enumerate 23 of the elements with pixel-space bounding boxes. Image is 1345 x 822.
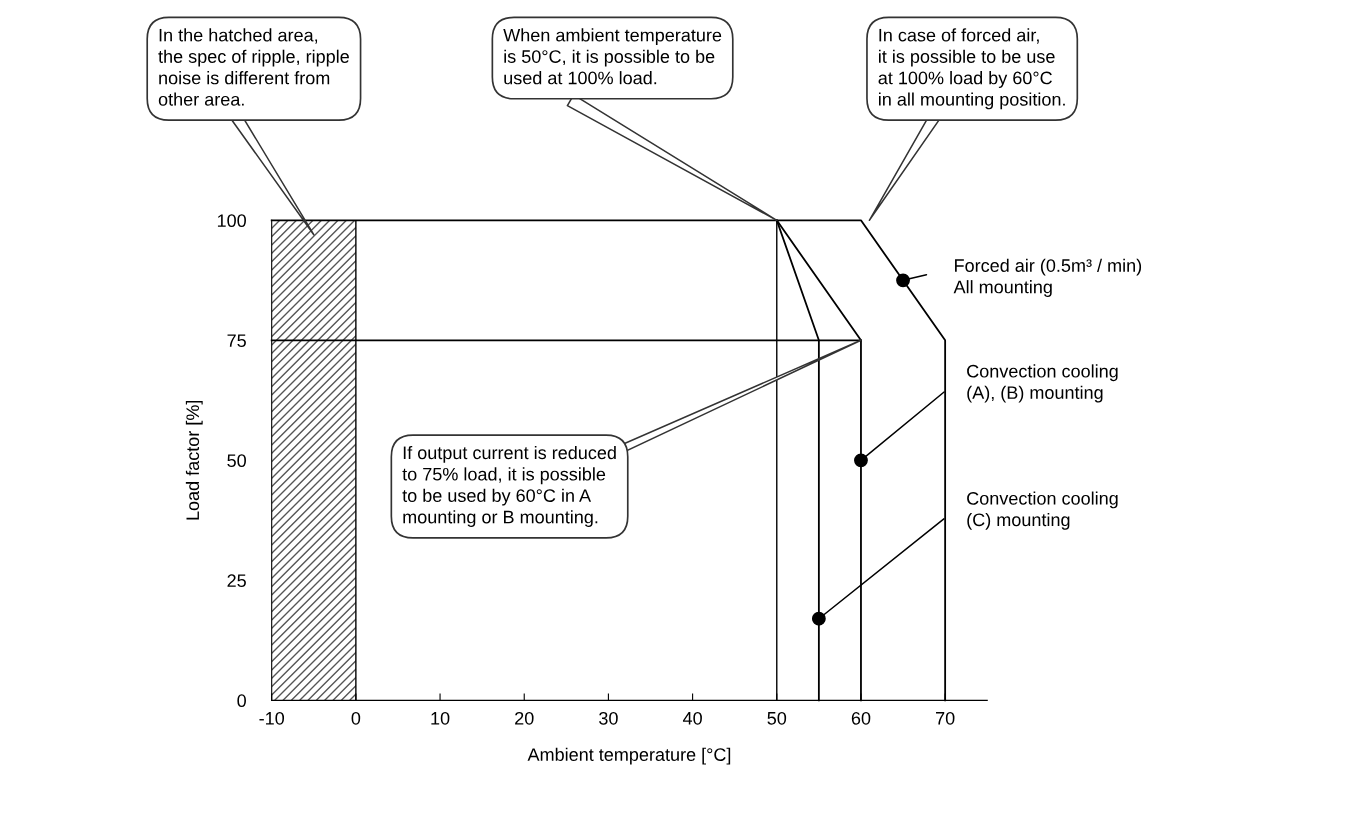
y-tick-label: 50 [227,454,246,468]
y-tick-label: 0 [237,694,246,708]
x-tick-label: 60 [851,711,871,725]
x-tick-label: 20 [515,711,534,725]
x-tick-label: 10 [431,711,450,725]
x-tick-label: 70 [936,711,955,725]
annotation: Forced air (0.5m³ / min) All mounting [953,258,1142,297]
x-tick-label: 0 [351,711,361,725]
text: In case of forced air, it is possible to be use at 100% load by 60°C in all mounting position. [878,28,1065,110]
y-tick-label: 25 [227,574,246,588]
y-tick-label: 75 [227,334,246,348]
x-tick-label: 40 [682,711,702,725]
annotation: Convection cooling (A), (B) mounting [967,364,1118,403]
annotation: If output current is reduced to 75% load, it is possible to be used by 60°C in A mounting or B mounting. [402,445,616,527]
x-axis-title: Ambient temperature [°C] [527,747,731,765]
text: When ambient temperature is 50°C, it is possible to be used at 100% load. [503,28,722,85]
x-tick-label: 30 [599,711,618,725]
text: In the hatched area, the spec of ripple, ripple noise is different from other area. [158,28,349,106]
y-axis-title: Load factor [%] [185,400,203,520]
x-tick-label: -10 [259,711,285,725]
x-tick-label: 50 [767,711,787,725]
annotation: Convection cooling (C) mounting [967,491,1118,530]
y-tick-label: 100 [217,214,246,228]
